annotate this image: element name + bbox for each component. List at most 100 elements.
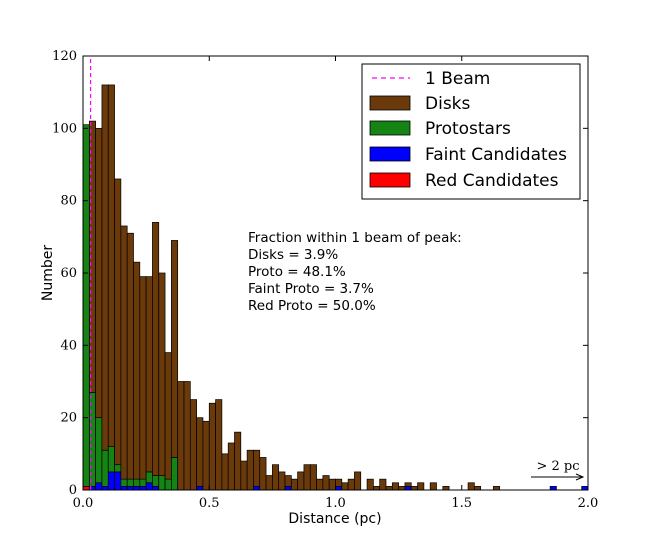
bar-disks-bin-39 xyxy=(328,478,336,491)
bar-faint-candidates-bin-79 xyxy=(581,486,589,491)
bar-disks-bin-19 xyxy=(202,420,210,491)
bar-faint-candidates-bin-9 xyxy=(139,486,147,491)
bar-disks-bin-5 xyxy=(114,178,122,466)
bar-disks-bin-25 xyxy=(240,460,248,491)
bar-faint-candidates-bin-27 xyxy=(253,486,261,491)
bar-disks-bin-40 xyxy=(335,478,343,487)
bar-disks-bin-10 xyxy=(145,276,153,473)
y-tick-label-3: 60 xyxy=(60,266,77,281)
axis-ticks: 0.0 0.5 1.0 1.5 2.0 0 20 40 60 80 100 120 xyxy=(52,49,598,511)
bar-disks-bin-65 xyxy=(492,486,500,491)
annotation-line-2: Proto = 48.1% xyxy=(248,264,346,280)
bar-disks-bin-27 xyxy=(253,449,261,487)
legend-disks-swatch xyxy=(369,95,411,111)
bar-disks-bin-61 xyxy=(467,482,475,491)
y-tick-label-2: 40 xyxy=(60,338,77,353)
bar-disks-bin-2 xyxy=(95,127,103,419)
x-tick-label-4: 2.0 xyxy=(578,496,599,511)
bar-protostars-bin-9 xyxy=(139,478,147,487)
bar-faint-candidates-bin-32 xyxy=(284,486,292,491)
bar-disks-bin-49 xyxy=(391,482,399,491)
legend-label-red: Red Candidates xyxy=(425,171,559,191)
x-tick-label-1: 0.5 xyxy=(199,496,220,511)
bar-protostars-bin-4 xyxy=(107,446,115,473)
annotation-line-0: Fraction within 1 beam of peak: xyxy=(248,230,462,246)
bar-disks-bin-55 xyxy=(429,482,437,491)
bar-faint-candidates-bin-11 xyxy=(152,486,160,491)
bar-protostars-bin-13 xyxy=(164,478,172,491)
bar-disks-bin-3 xyxy=(101,84,109,451)
bar-disks-bin-33 xyxy=(290,478,298,491)
y-tick-label-6: 120 xyxy=(52,49,77,64)
legend-label-protostars: Protostars xyxy=(425,119,511,139)
bar-disks-bin-34 xyxy=(297,471,305,491)
bar-faint-candidates-bin-40 xyxy=(335,486,343,491)
bar-protostars-bin-7 xyxy=(126,478,134,487)
bar-faint-candidates-bin-7 xyxy=(126,486,134,491)
bar-disks-bin-16 xyxy=(183,381,191,491)
bar-disks-bin-28 xyxy=(259,457,267,491)
bar-disks-bin-47 xyxy=(379,478,387,491)
bar-disks-bin-21 xyxy=(215,399,223,491)
bar-disks-bin-30 xyxy=(272,464,280,491)
legend-label-disks: Disks xyxy=(425,94,471,114)
overflow-label: > 2 pc xyxy=(536,459,579,474)
bar-disks-bin-18 xyxy=(196,417,204,487)
bar-disks-bin-9 xyxy=(139,276,147,480)
bar-faint-candidates-bin-6 xyxy=(120,486,128,491)
bar-disks-bin-43 xyxy=(354,471,362,491)
bar-disks-bin-53 xyxy=(417,482,425,491)
y-tick-label-4: 80 xyxy=(60,194,77,209)
bar-disks-bin-6 xyxy=(120,225,128,480)
bar-disks-bin-32 xyxy=(284,475,292,487)
bar-disks-bin-35 xyxy=(303,464,311,491)
bar-disks-bin-37 xyxy=(316,478,324,491)
legend-red-swatch xyxy=(369,172,411,188)
bar-protostars-bin-11 xyxy=(152,475,160,487)
bar-protostars-bin-12 xyxy=(158,475,166,491)
bar-disks-bin-4 xyxy=(107,84,115,447)
bar-faint-candidates-bin-74 xyxy=(549,486,557,491)
legend-label-beam: 1 Beam xyxy=(425,69,490,89)
x-axis-label: Distance (pc) xyxy=(288,511,381,527)
y-tick-label-0: 0 xyxy=(69,483,77,498)
bar-protostars-bin-10 xyxy=(145,471,153,484)
bar-faint-candidates-bin-18 xyxy=(196,486,204,491)
legend: 1 Beam Disks Protostars Faint Candidates… xyxy=(361,63,581,200)
bar-disks-bin-51 xyxy=(404,482,412,487)
bar-protostars-bin-3 xyxy=(101,449,109,487)
bar-disks-bin-22 xyxy=(221,453,229,491)
annotation-line-4: Red Proto = 50.0% xyxy=(248,298,376,314)
bar-disks-bin-62 xyxy=(474,486,482,491)
x-tick-label-2: 1.0 xyxy=(325,496,346,511)
overflow-arrow-icon xyxy=(575,473,585,481)
x-tick-label-3: 1.5 xyxy=(451,496,472,511)
bar-protostars-bin-6 xyxy=(120,478,128,487)
bar-disks-bin-38 xyxy=(322,475,330,491)
x-tick-label-0: 0.0 xyxy=(73,496,94,511)
bar-disks-bin-52 xyxy=(410,486,418,491)
bar-disks-bin-42 xyxy=(347,478,355,491)
bar-disks-bin-57 xyxy=(442,486,450,491)
bar-disks-bin-23 xyxy=(227,442,235,491)
bar-disks-bin-13 xyxy=(164,352,172,480)
bar-disks-bin-48 xyxy=(385,486,393,491)
bar-disks-bin-12 xyxy=(158,272,166,476)
bar-disks-bin-26 xyxy=(246,449,254,491)
bar-disks-bin-7 xyxy=(126,232,134,480)
legend-label-faint: Faint Candidates xyxy=(425,145,567,165)
plot-border xyxy=(82,55,589,491)
bar-protostars-bin-2 xyxy=(95,417,103,484)
bar-faint-candidates-bin-2 xyxy=(95,482,103,491)
bar-faint-candidates-bin-8 xyxy=(133,486,141,491)
bar-disks-bin-50 xyxy=(398,486,406,491)
bar-protostars-bin-0 xyxy=(82,124,90,487)
bar-disks-bin-36 xyxy=(309,464,317,491)
bar-disks-bin-45 xyxy=(366,478,374,491)
bar-disks-bin-29 xyxy=(265,475,273,491)
bar-disks-bin-17 xyxy=(189,399,197,491)
annotation-line-1: Disks = 3.9% xyxy=(248,247,338,263)
legend-faint-swatch xyxy=(369,146,411,162)
bar-disks-bin-15 xyxy=(177,381,185,491)
